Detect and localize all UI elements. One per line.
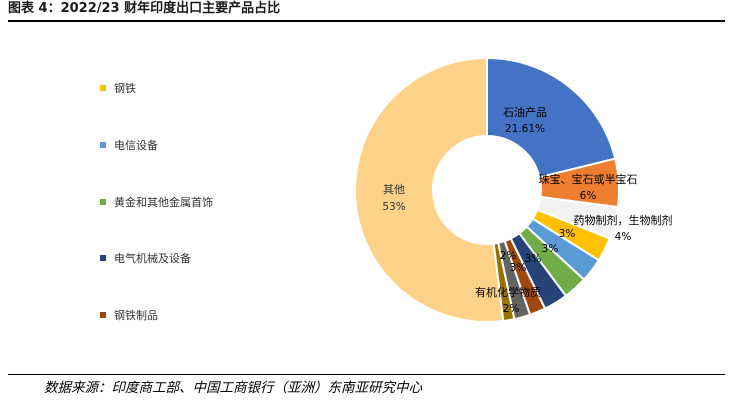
legend-label: 电信设备 (114, 139, 158, 152)
slice-value-3: 3% (559, 228, 576, 240)
slice-value-2: 4% (615, 231, 632, 243)
slice-value-8: 2% (503, 303, 520, 315)
slice-label-0: 石油产品 (503, 105, 547, 119)
slice-label-2: 药物制剂，生物制剂 (574, 213, 673, 227)
legend-label: 钢铁制品 (114, 309, 158, 322)
source-divider (8, 374, 725, 375)
slice-label-8: 有机化学物质 (475, 285, 541, 299)
slice-value-7: 2% (500, 250, 517, 262)
legend-item-steel: 钢铁 (100, 80, 136, 98)
legend-item-electrical-machinery: 电气机械及设备 (100, 250, 191, 268)
chart-title: 图表 4：2022/23 财年印度出口主要产品占比 (8, 1, 281, 16)
slice-value-6: 3% (510, 262, 527, 274)
slice-value-10: 53% (382, 201, 405, 213)
chart-legend: 钢铁 电信设备 黄金和其他金属首饰 电气机械及设备 钢铁制品 (100, 0, 300, 360)
legend-label: 黄金和其他金属首饰 (114, 196, 213, 209)
title-divider (8, 20, 725, 22)
slice-value-5: 3% (525, 253, 542, 265)
slice-value-0: 21.61% (505, 123, 545, 135)
legend-swatch (100, 85, 106, 91)
legend-swatch (100, 199, 106, 205)
legend-item-gold-jewelry: 黄金和其他金属首饰 (100, 194, 213, 212)
source-note: 数据来源：印度商工部、中国工商银行（亚洲）东南亚研究中心 (44, 380, 422, 396)
slice-0 (486, 56, 617, 179)
slice-label-10: 其他 (383, 183, 405, 196)
slice-value-1: 6% (580, 190, 597, 202)
slice-label-1: 珠宝、宝石或半宝石 (539, 172, 638, 186)
legend-swatch (100, 142, 106, 148)
legend-item-telecom: 电信设备 (100, 137, 158, 155)
legend-swatch (100, 255, 106, 261)
legend-swatch (100, 312, 106, 318)
legend-label: 钢铁 (114, 82, 136, 95)
slice-value-4: 3% (542, 243, 559, 255)
legend-item-steel-products: 钢铁制品 (100, 307, 158, 325)
legend-label: 电气机械及设备 (114, 252, 191, 265)
slice-10 (354, 56, 505, 323)
